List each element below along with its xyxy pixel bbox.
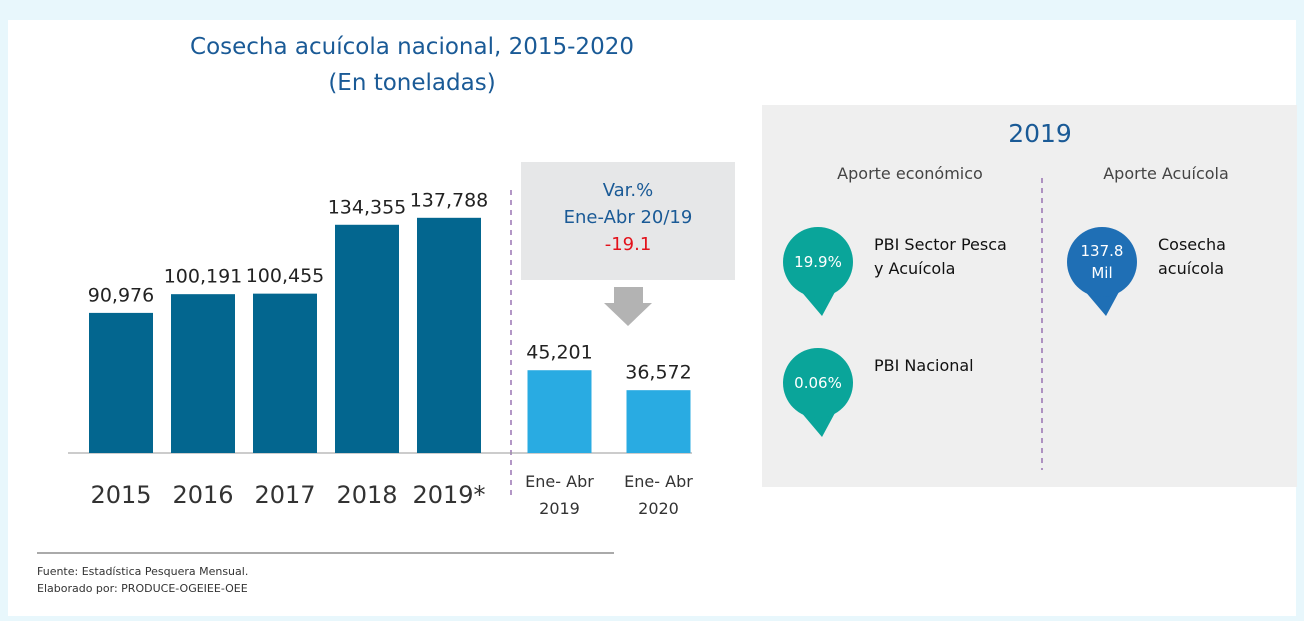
bar <box>171 294 235 453</box>
panel-title: 2019 <box>1008 119 1072 148</box>
value-label: 137,788 <box>410 189 489 211</box>
pin-label: Cosecha acuícola <box>1158 235 1226 278</box>
pin <box>1067 227 1137 297</box>
pin-tail <box>1084 290 1120 316</box>
x-tick-label: 2017 <box>254 481 315 509</box>
source: Elaborado por: PRODUCE-OGEIEE-OEE <box>37 582 248 595</box>
bar <box>335 224 399 453</box>
column-heading: Aporte económico <box>837 164 983 183</box>
value-label: 36,572 <box>625 362 691 384</box>
value-label: 100,455 <box>246 265 325 287</box>
pin <box>783 348 853 418</box>
pin-label: PBI Sector Pesca y Acuícola <box>874 235 1007 278</box>
x-tick-label: 2015 <box>90 481 151 509</box>
value-label: 45,201 <box>526 342 592 364</box>
variation-line: Ene-Abr 20/19 <box>563 207 693 228</box>
arrow <box>604 287 652 326</box>
pin-label: PBI Nacional <box>874 356 974 375</box>
bar <box>89 312 153 453</box>
bar <box>626 390 691 453</box>
bar <box>417 217 481 453</box>
pin-tail <box>800 411 836 437</box>
variation-value: -19.1 <box>604 234 652 255</box>
value-label: 134,355 <box>328 196 407 218</box>
pin-value: 137.8 Mil <box>1080 242 1124 282</box>
pin-value: 19.9% <box>794 253 842 271</box>
x-tick-label: 2019* <box>412 481 485 509</box>
chart-title: Cosecha acuícola nacional, 2015-2020 <box>190 34 634 60</box>
x-tick-label: 2018 <box>336 481 397 509</box>
bar <box>253 293 317 453</box>
chart-subtitle: (En toneladas) <box>328 70 496 96</box>
value-label: 90,976 <box>88 284 154 306</box>
column-heading: Aporte Acuícola <box>1103 164 1229 183</box>
pin-value: 0.06% <box>794 374 842 392</box>
x-tick-label: 2016 <box>172 481 233 509</box>
x-tick-label: Ene- Abr 2019 <box>525 472 594 518</box>
pin-tail <box>800 290 836 316</box>
x-tick-label: Ene- Abr 2020 <box>624 472 693 518</box>
source: Fuente: Estadística Pesquera Mensual. <box>37 565 249 578</box>
value-label: 100,191 <box>164 266 243 288</box>
panel-bg <box>762 105 1297 487</box>
bar <box>527 370 592 453</box>
pin <box>783 227 853 297</box>
variation-box <box>521 162 735 280</box>
variation-line: Var.% <box>602 180 654 201</box>
